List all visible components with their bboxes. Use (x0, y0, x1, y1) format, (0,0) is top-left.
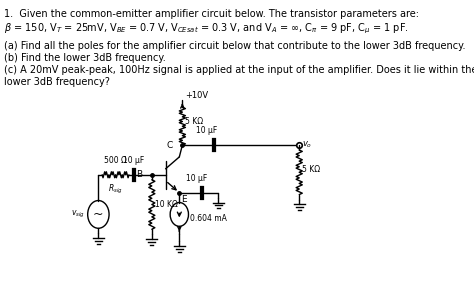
Text: 10 KΩ: 10 KΩ (155, 200, 178, 209)
Text: 10 μF: 10 μF (123, 156, 144, 165)
Text: (c) A 20mV peak-peak, 100Hz signal is applied at the input of the amplifier. Doe: (c) A 20mV peak-peak, 100Hz signal is ap… (4, 65, 474, 75)
Text: 0.604 mA: 0.604 mA (190, 214, 227, 223)
Text: C: C (167, 141, 173, 150)
Text: $\beta$ = 150, V$_T$ = 25mV, V$_{BE}$ = 0.7 V, V$_{CEsat}$ = 0.3 V, and V$_A$ = : $\beta$ = 150, V$_T$ = 25mV, V$_{BE}$ = … (4, 21, 409, 36)
Text: B: B (137, 170, 143, 179)
Text: ~: ~ (93, 208, 104, 221)
Text: (b) Find the lower 3dB frequency.: (b) Find the lower 3dB frequency. (4, 53, 166, 63)
Text: 500 Ω: 500 Ω (104, 156, 127, 165)
Text: $R_{sig}$: $R_{sig}$ (108, 183, 123, 196)
Text: $v_o$: $v_o$ (302, 140, 312, 150)
Text: 10 μF: 10 μF (186, 174, 208, 183)
Text: E: E (181, 194, 186, 203)
Text: 1.  Given the common-emitter amplifier circuit below. The transistor parameters : 1. Given the common-emitter amplifier ci… (4, 9, 419, 19)
Text: 10 μF: 10 μF (196, 126, 218, 135)
Text: lower 3dB frequency?: lower 3dB frequency? (4, 77, 110, 87)
Text: $v_{sig}$: $v_{sig}$ (72, 209, 85, 220)
Text: 5 KΩ: 5 KΩ (302, 165, 320, 174)
Text: +10V: +10V (185, 92, 208, 101)
Text: (a) Find all the poles for the amplifier circuit below that contribute to the lo: (a) Find all the poles for the amplifier… (4, 41, 466, 51)
Text: 5 KΩ: 5 KΩ (185, 117, 203, 126)
